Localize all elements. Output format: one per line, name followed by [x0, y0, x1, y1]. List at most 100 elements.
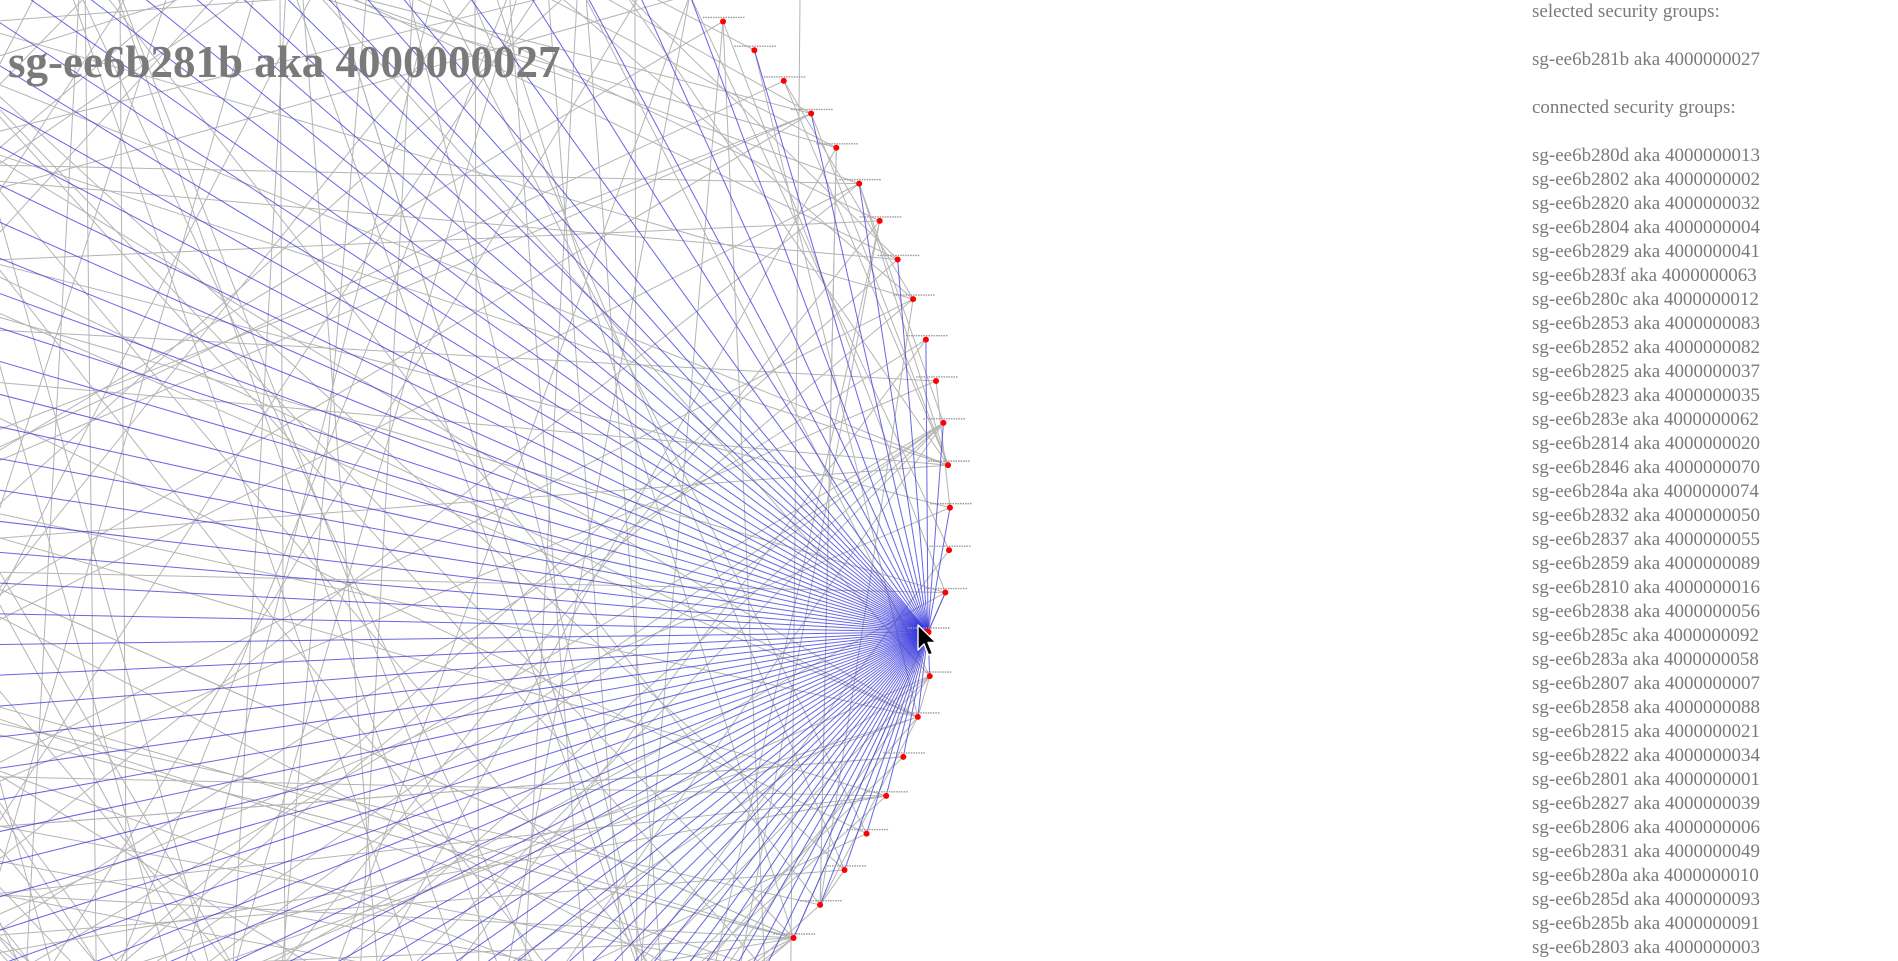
- connected-group-item[interactable]: sg-ee6b2825 aka 4000000037: [1532, 361, 1760, 382]
- highlighted-edge: [0, 613, 929, 633]
- connected-group-item[interactable]: sg-ee6b2838 aka 4000000056: [1532, 601, 1760, 622]
- connected-group-item[interactable]: sg-ee6b2807 aka 4000000007: [1532, 673, 1760, 694]
- graph-edge: [0, 382, 949, 466]
- highlighted-edge: [287, 0, 929, 633]
- connected-group-item[interactable]: sg-ee6b2829 aka 4000000041: [1532, 241, 1760, 262]
- highlighted-edge: [532, 0, 929, 633]
- graph-edge: [342, 422, 944, 961]
- graph-node[interactable]: [780, 77, 787, 84]
- connected-group-item[interactable]: sg-ee6b280c aka 4000000012: [1532, 289, 1759, 310]
- graph-node[interactable]: [894, 256, 901, 263]
- graph-edge: [0, 513, 918, 718]
- highlighted-edge: [0, 221, 929, 633]
- graph-node[interactable]: [922, 336, 929, 343]
- graph-nodes[interactable]: [703, 16, 972, 942]
- graph-edge: [0, 21, 724, 451]
- graph-node[interactable]: [946, 504, 953, 511]
- graph-node[interactable]: [883, 792, 890, 799]
- connected-group-item[interactable]: sg-ee6b2822 aka 4000000034: [1532, 745, 1760, 766]
- graph-edge: [0, 734, 794, 939]
- highlighted-edge: [672, 631, 929, 961]
- graph-node[interactable]: [863, 830, 870, 837]
- connected-group-item[interactable]: sg-ee6b2859 aka 4000000089: [1532, 553, 1760, 574]
- connected-group-item[interactable]: sg-ee6b283a aka 4000000058: [1532, 649, 1759, 670]
- graph-node[interactable]: [910, 296, 917, 303]
- graph-edge: [650, 675, 931, 961]
- graph-edge: [408, 0, 646, 961]
- connected-group-item[interactable]: sg-ee6b2802 aka 4000000002: [1532, 169, 1760, 190]
- graph-edge: [0, 84, 949, 466]
- graph-node[interactable]: [946, 547, 953, 554]
- selected-groups-list: sg-ee6b281b aka 4000000027: [1532, 48, 1892, 72]
- connected-group-item[interactable]: sg-ee6b280a aka 4000000010: [1532, 865, 1759, 886]
- highlighted-edge: [569, 631, 929, 961]
- graph-edge: [0, 0, 278, 22]
- connected-group-item[interactable]: sg-ee6b2837 aka 4000000055: [1532, 529, 1760, 550]
- connected-group-item[interactable]: sg-ee6b2815 aka 4000000021: [1532, 721, 1760, 742]
- connected-group-item[interactable]: sg-ee6b2858 aka 4000000088: [1532, 697, 1760, 718]
- connected-group-item[interactable]: sg-ee6b2823 aka 4000000035: [1532, 385, 1760, 406]
- graph-node[interactable]: [817, 901, 824, 908]
- highlighted-edge: [0, 631, 929, 801]
- graph-node[interactable]: [808, 110, 815, 117]
- connected-group-item[interactable]: sg-ee6b2820 aka 4000000032: [1532, 193, 1760, 214]
- highlighted-edge: [588, 0, 929, 633]
- connected-group-item[interactable]: sg-ee6b285b aka 4000000091: [1532, 913, 1760, 934]
- graph-edge: [0, 113, 812, 595]
- connected-group-item[interactable]: sg-ee6b283e aka 4000000062: [1532, 409, 1759, 430]
- connected-group-item[interactable]: sg-ee6b2801 aka 4000000001: [1532, 769, 1760, 790]
- connected-group-item[interactable]: sg-ee6b2806 aka 4000000006: [1532, 817, 1760, 838]
- graph-node[interactable]: [940, 419, 947, 426]
- graph-edge: [0, 417, 867, 835]
- connected-group-item[interactable]: sg-ee6b285c aka 4000000092: [1532, 625, 1759, 646]
- graph-node[interactable]: [900, 753, 907, 760]
- connected-group-item[interactable]: sg-ee6b2810 aka 4000000016: [1532, 577, 1760, 598]
- connected-group-item[interactable]: sg-ee6b280d aka 4000000013: [1532, 145, 1760, 166]
- graph-edge: [0, 380, 937, 782]
- graph-node[interactable]: [933, 377, 940, 384]
- connected-group-item[interactable]: sg-ee6b2832 aka 4000000050: [1532, 505, 1760, 526]
- highlighted-edge: [487, 631, 929, 961]
- graph-edge: [108, 0, 821, 906]
- connected-group-item[interactable]: sg-ee6b285d aka 4000000093: [1532, 889, 1760, 910]
- graph-edge: [0, 0, 125, 192]
- connected-group-item[interactable]: sg-ee6b2846 aka 4000000070: [1532, 457, 1760, 478]
- connected-group-item[interactable]: sg-ee6b2852 aka 4000000082: [1532, 337, 1760, 358]
- graph-edge: [935, 380, 951, 508]
- highlighted-edge: [654, 631, 929, 961]
- highlighted-edge: [689, 631, 929, 961]
- connected-group-item[interactable]: sg-ee6b2853 aka 4000000083: [1532, 313, 1760, 334]
- graph-node[interactable]: [751, 47, 758, 54]
- graph-node[interactable]: [914, 713, 921, 720]
- graph-node[interactable]: [720, 18, 727, 25]
- connected-groups-heading: connected security groups:: [1532, 97, 1736, 118]
- highlighted-edge: [338, 631, 929, 961]
- selected-group-item[interactable]: sg-ee6b281b aka 4000000027: [1532, 49, 1760, 70]
- connected-group-item[interactable]: sg-ee6b2804 aka 4000000004: [1532, 217, 1760, 238]
- connected-group-item[interactable]: sg-ee6b2831 aka 4000000049: [1532, 841, 1760, 862]
- graph-edge: [417, 0, 880, 222]
- graph-node[interactable]: [945, 462, 952, 469]
- connected-group-item[interactable]: sg-ee6b2803 aka 4000000003: [1532, 937, 1760, 958]
- graph-edge: [586, 0, 931, 677]
- graph-node[interactable]: [841, 866, 848, 873]
- graph-node[interactable]: [942, 589, 949, 596]
- highlighted-edge: [328, 0, 929, 633]
- graph-node[interactable]: [876, 217, 883, 224]
- connected-group-item[interactable]: sg-ee6b283f aka 4000000063: [1532, 265, 1757, 286]
- connected-group-item[interactable]: sg-ee6b2814 aka 4000000020: [1532, 433, 1760, 454]
- graph-edge: [0, 220, 880, 261]
- connected-group-item[interactable]: sg-ee6b2827 aka 4000000039: [1532, 793, 1760, 814]
- graph-node[interactable]: [856, 180, 863, 187]
- graph-edge: [0, 795, 887, 894]
- graph-node[interactable]: [790, 935, 797, 942]
- graph-node[interactable]: [833, 144, 840, 151]
- graph-edge: [551, 0, 837, 149]
- highlighted-edge: [96, 631, 929, 961]
- graph-node[interactable]: [926, 673, 933, 680]
- highlighted-edge: [634, 631, 929, 961]
- highlighted-edge: [289, 631, 929, 961]
- graph-edge: [0, 298, 914, 763]
- connected-group-item[interactable]: sg-ee6b284a aka 4000000074: [1532, 481, 1759, 502]
